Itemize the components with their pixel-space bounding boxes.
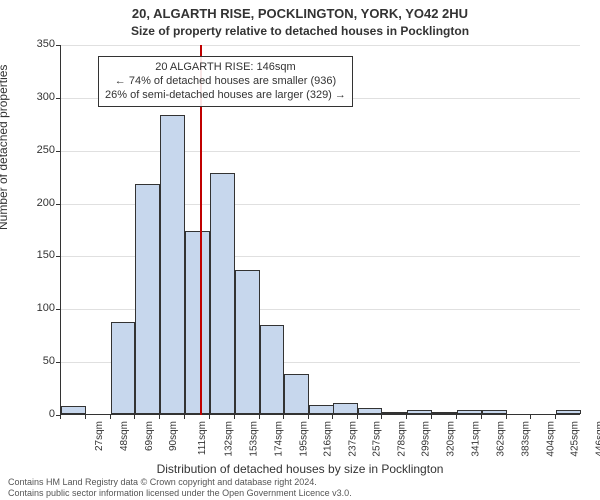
x-tick-mark: [308, 415, 309, 419]
x-tick-mark: [184, 415, 185, 419]
y-tick-label: 200: [37, 197, 55, 209]
x-tick-label: 195sqm: [298, 421, 309, 457]
x-tick-mark: [234, 415, 235, 419]
x-tick-mark: [259, 415, 260, 419]
x-tick-label: 48sqm: [119, 421, 130, 451]
x-tick-label: 341sqm: [471, 421, 482, 457]
histogram-bar: [185, 231, 210, 414]
x-axis-label: Distribution of detached houses by size …: [0, 462, 600, 476]
x-tick-label: 237sqm: [348, 421, 359, 457]
y-tick-label: 150: [37, 249, 55, 261]
x-tick-mark: [431, 415, 432, 419]
histogram-bar: [482, 410, 507, 414]
histogram-bar: [407, 410, 432, 414]
x-tick-mark: [357, 415, 358, 419]
annotation-box: 20 ALGARTH RISE: 146sqm ← 74% of detache…: [98, 56, 353, 107]
footer-line-1: Contains HM Land Registry data © Crown c…: [8, 477, 352, 487]
footer-line-2: Contains public sector information licen…: [8, 488, 352, 498]
histogram-bar: [111, 322, 136, 414]
x-tick-mark: [110, 415, 111, 419]
histogram-bar: [333, 403, 358, 414]
x-tick-mark: [406, 415, 407, 419]
annotation-line-3: 26% of semi-detached houses are larger (…: [105, 89, 346, 103]
histogram-bar: [135, 184, 160, 414]
histogram-bar: [358, 408, 383, 414]
page-title: 20, ALGARTH RISE, POCKLINGTON, YORK, YO4…: [0, 6, 600, 21]
histogram-bar: [432, 412, 457, 414]
x-tick-label: 216sqm: [323, 421, 334, 457]
annotation-line-2: ← 74% of detached houses are smaller (93…: [105, 75, 346, 89]
x-tick-mark: [332, 415, 333, 419]
x-tick-label: 362sqm: [495, 421, 506, 457]
x-tick-label: 174sqm: [273, 421, 284, 457]
x-tick-label: 404sqm: [545, 421, 556, 457]
y-tick-label: 0: [49, 408, 55, 420]
histogram-bar: [160, 115, 185, 414]
x-tick-label: 132sqm: [224, 421, 235, 457]
x-tick-mark: [481, 415, 482, 419]
footer-text: Contains HM Land Registry data © Crown c…: [8, 477, 352, 498]
x-tick-label: 299sqm: [421, 421, 432, 457]
x-tick-label: 90sqm: [168, 421, 179, 451]
x-tick-label: 425sqm: [570, 421, 581, 457]
annotation-line-1: 20 ALGARTH RISE: 146sqm: [105, 61, 346, 75]
x-tick-label: 320sqm: [446, 421, 457, 457]
histogram-bar: [260, 325, 285, 414]
x-tick-label: 111sqm: [197, 421, 208, 455]
x-tick-mark: [283, 415, 284, 419]
x-tick-label: 278sqm: [396, 421, 407, 457]
x-tick-mark: [60, 415, 61, 419]
histogram-bar: [556, 410, 581, 414]
page-subtitle: Size of property relative to detached ho…: [0, 24, 600, 38]
x-tick-mark: [134, 415, 135, 419]
histogram-bar: [309, 405, 334, 415]
y-tick-label: 250: [37, 144, 55, 156]
histogram-bar: [382, 412, 407, 414]
x-tick-mark: [555, 415, 556, 419]
chart-stage: 20, ALGARTH RISE, POCKLINGTON, YORK, YO4…: [0, 0, 600, 500]
histogram-bar: [61, 406, 86, 414]
x-tick-mark: [85, 415, 86, 419]
x-tick-label: 257sqm: [371, 421, 382, 457]
y-tick-label: 50: [43, 355, 55, 367]
y-tick-label: 300: [37, 91, 55, 103]
y-tick-label: 350: [37, 38, 55, 50]
x-tick-mark: [456, 415, 457, 419]
y-axis-label: Number of detached properties: [0, 65, 10, 230]
x-tick-mark: [209, 415, 210, 419]
y-tick-label: 100: [37, 302, 55, 314]
x-tick-mark: [159, 415, 160, 419]
x-tick-mark: [530, 415, 531, 419]
histogram-bar: [210, 173, 235, 414]
x-tick-label: 27sqm: [94, 421, 105, 451]
x-tick-label: 446sqm: [595, 421, 600, 457]
x-tick-label: 383sqm: [520, 421, 531, 457]
x-tick-mark: [381, 415, 382, 419]
x-tick-label: 153sqm: [248, 421, 259, 457]
x-tick-mark: [506, 415, 507, 419]
x-tick-label: 69sqm: [144, 421, 155, 451]
histogram-bar: [457, 410, 482, 414]
histogram-bar: [235, 270, 260, 414]
histogram-bar: [284, 374, 309, 414]
